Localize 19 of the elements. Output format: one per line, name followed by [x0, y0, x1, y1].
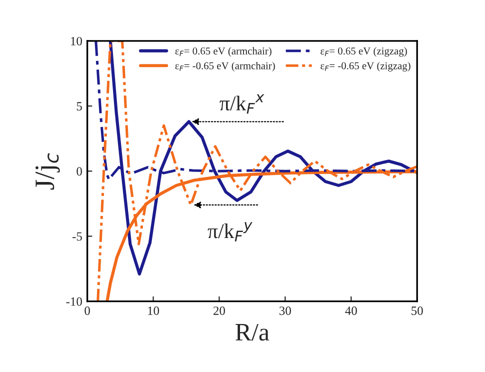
x-tick-label: 0	[84, 306, 90, 315]
y-tick-label: 10	[71, 36, 82, 46]
y-tick-label: -10	[66, 297, 82, 306]
x-tick-label: 40	[345, 306, 357, 315]
x-tick-label: 20	[214, 306, 225, 315]
legend-label: ε$_{F}$= -0.65 eV (zigzag)	[320, 62, 410, 72]
y-axis-title: J/j$_{c}$	[36, 153, 60, 190]
annotation: π/k$_{F}$$^{x}$	[220, 94, 264, 114]
x-tick-label: 10	[148, 306, 160, 315]
x-axis-title: R/a	[236, 324, 270, 341]
y-tick-label: -5	[72, 232, 82, 241]
annotation: π/k$_{F}$$^{y}$	[208, 222, 252, 242]
legend-label: ε$_{F}$= 0.65 eV (armchair)	[175, 47, 272, 57]
y-tick-label: 5	[76, 102, 82, 110]
x-tick-label: 50	[412, 306, 423, 315]
legend-label: ε$_{F}$= -0.65 eV (armchair)	[175, 62, 275, 72]
x-tick-label: 30	[280, 306, 291, 315]
y-tick-label: 0	[76, 167, 82, 176]
legend-label: ε$_{F}$= 0.65 eV (zigzag)	[320, 47, 407, 57]
